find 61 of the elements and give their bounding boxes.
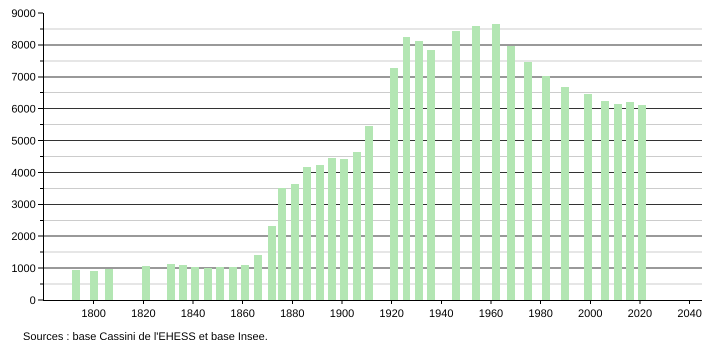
bar	[167, 264, 175, 300]
bar	[561, 87, 569, 300]
x-tick-label: 1980	[528, 308, 553, 320]
x-tick-label: 1820	[131, 308, 156, 320]
bar	[268, 226, 276, 300]
bar	[291, 184, 299, 300]
bar	[524, 62, 532, 300]
bar	[452, 31, 460, 300]
x-tick-label: 1880	[280, 308, 305, 320]
bar	[415, 41, 423, 300]
y-tick-label: 7000	[11, 72, 36, 84]
x-tick-label: 1840	[180, 308, 206, 320]
x-tick-label: 1940	[429, 308, 454, 320]
x-tick-label: 1960	[478, 308, 504, 320]
bar	[216, 267, 224, 300]
bar	[365, 126, 373, 300]
y-tick-label: 3000	[11, 199, 36, 212]
bar	[278, 188, 286, 300]
bar	[72, 270, 80, 300]
bar	[638, 105, 646, 300]
bar	[142, 266, 150, 300]
bar	[254, 255, 262, 300]
bar	[105, 269, 113, 300]
x-tick-label: 1900	[330, 308, 354, 320]
bar	[353, 152, 361, 300]
bar	[403, 37, 410, 300]
bar	[614, 104, 622, 300]
x-tick-label: 2040	[677, 308, 702, 320]
bar	[472, 26, 480, 300]
y-tick-label: 2000	[11, 231, 36, 244]
bar	[328, 158, 336, 300]
bar	[427, 50, 435, 300]
bar	[626, 102, 634, 300]
bar	[340, 159, 348, 300]
y-tick-label: 5000	[11, 135, 36, 148]
x-tick-label: 1860	[230, 308, 255, 320]
bar	[191, 267, 199, 300]
x-tick-label: 1800	[81, 308, 106, 320]
bar	[90, 271, 98, 300]
y-tick-label: 6000	[11, 104, 36, 116]
bar	[229, 267, 237, 300]
bar	[507, 46, 515, 300]
bar	[390, 68, 398, 300]
y-tick-label: 1000	[11, 262, 36, 275]
y-tick-label: 4000	[11, 167, 36, 180]
source-note: Sources : base Cassini de l'EHESS et base Insee.	[23, 331, 268, 340]
bar	[179, 265, 187, 300]
bar	[601, 101, 609, 300]
y-tick-label: 9000	[11, 8, 36, 20]
y-tick-label: 0	[30, 294, 36, 307]
bar	[542, 76, 550, 300]
bar	[241, 265, 249, 300]
y-tick-label: 8000	[11, 40, 36, 52]
bar	[584, 94, 592, 300]
x-tick-label: 2020	[628, 308, 652, 320]
bar	[204, 268, 212, 300]
bar	[492, 24, 500, 300]
bar	[316, 165, 324, 300]
bar	[303, 167, 311, 300]
x-tick-label: 2000	[578, 308, 602, 320]
x-tick-label: 1920	[379, 308, 404, 320]
